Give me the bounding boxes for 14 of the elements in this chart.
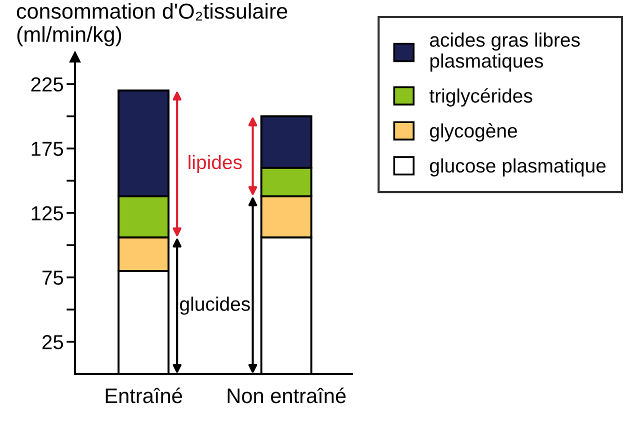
x-tick-label: Entraîné	[106, 388, 182, 404]
legend-label: glycogène	[430, 123, 517, 142]
legend-label: triglycérides	[429, 88, 532, 107]
y-tick-label: 125	[32, 206, 64, 220]
x-tick-label: Non entraîné	[228, 388, 346, 404]
y-tick-label: 25	[42, 335, 64, 350]
annotation: lipides	[188, 154, 242, 174]
y-tick-label: 175	[32, 142, 64, 156]
legend-label: acides gras libres plasmatiques	[430, 32, 580, 72]
y-tick-label: 75	[42, 270, 64, 285]
y-tick-label: 225	[31, 77, 64, 92]
y-axis-title: consommation d'O₂tissulaire (ml/min/kg)	[16, 3, 288, 46]
annotation: glucides	[180, 296, 250, 315]
legend-label: glucose plasmatique	[430, 158, 606, 176]
